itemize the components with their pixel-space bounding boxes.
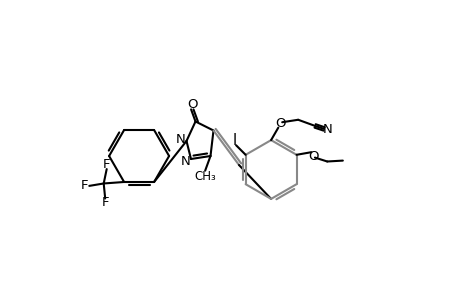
Text: CH₃: CH₃ [194, 169, 216, 183]
Text: I: I [232, 133, 236, 148]
Text: F: F [103, 158, 110, 171]
Text: F: F [81, 179, 88, 192]
Text: O: O [307, 150, 318, 163]
Text: N: N [180, 155, 190, 168]
Text: N: N [322, 123, 332, 136]
Text: F: F [101, 196, 109, 209]
Text: O: O [187, 98, 197, 111]
Text: N: N [176, 133, 185, 146]
Text: O: O [274, 117, 285, 130]
